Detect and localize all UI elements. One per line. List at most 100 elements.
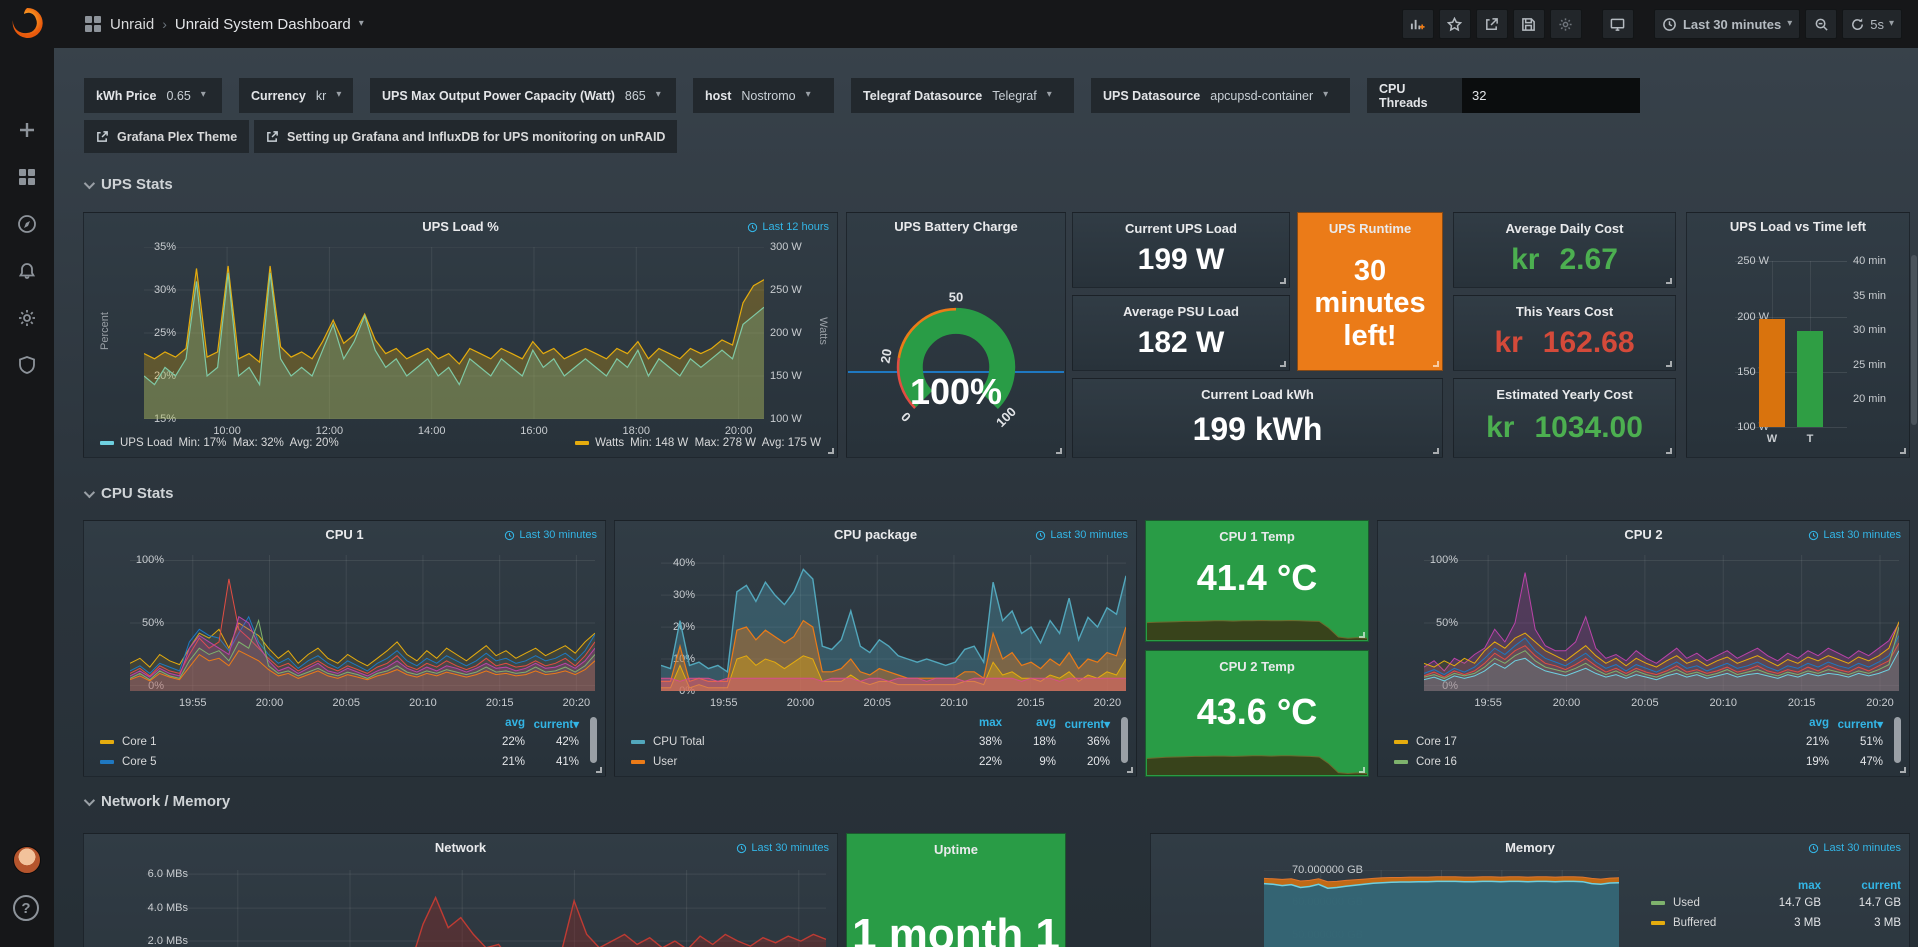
panel-time-range[interactable]: Last 30 minutes xyxy=(1808,529,1901,541)
resize-handle[interactable] xyxy=(1666,278,1672,284)
zoom-out-button[interactable] xyxy=(1805,9,1837,39)
variable-telegraf-datasource[interactable]: Telegraf Datasource Telegraf ▾ xyxy=(851,78,1074,113)
caret-down-icon: ▾ xyxy=(1047,89,1052,100)
grafana-logo-icon[interactable] xyxy=(10,6,44,40)
resize-handle[interactable] xyxy=(1359,767,1365,773)
resize-handle[interactable] xyxy=(1666,448,1672,454)
server-admin-shield-icon[interactable] xyxy=(0,348,54,382)
resize-handle[interactable] xyxy=(1666,361,1672,367)
clock-icon xyxy=(504,530,515,541)
resize-handle[interactable] xyxy=(596,767,602,773)
y-axis-left: 250 W200 W150 W100 W xyxy=(1689,261,1729,427)
variable-ups-max-output[interactable]: UPS Max Output Power Capacity (Watt) 865… xyxy=(370,78,676,113)
panel-title[interactable]: Memory xyxy=(1151,840,1909,855)
panel-ups-runtime: UPS Runtime 30 minutes left! xyxy=(1297,212,1443,371)
resize-handle[interactable] xyxy=(1127,767,1133,773)
page-scrollbar[interactable] xyxy=(1911,255,1917,425)
dashboards-icon[interactable] xyxy=(0,160,54,194)
resize-handle[interactable] xyxy=(1359,632,1365,638)
resize-handle[interactable] xyxy=(1900,767,1906,773)
caret-down-icon[interactable]: ▾ xyxy=(359,18,364,29)
stat-value: kr2.67 xyxy=(1454,243,1675,277)
legend-row: CPU Total38%18%36% xyxy=(631,736,1110,748)
add-panel-button[interactable] xyxy=(1402,9,1434,39)
legend-row: Core 1619%47% xyxy=(1394,756,1883,768)
y-axis-left: 100%50%0% xyxy=(88,555,126,691)
caret-down-icon: ▾ xyxy=(1889,18,1894,29)
panel-ups-load-vs-time-left: UPS Load vs Time left 250 W200 W150 W100… xyxy=(1686,212,1910,458)
legend-item[interactable]: UPS LoadMin: 17% Max: 32% Avg: 20% xyxy=(100,437,339,449)
star-button[interactable] xyxy=(1439,9,1471,39)
resize-handle[interactable] xyxy=(828,448,834,454)
cycle-view-monitor-button[interactable] xyxy=(1602,9,1634,39)
refresh-button[interactable]: 5s ▾ xyxy=(1842,9,1902,39)
section-network-memory[interactable]: Network / Memory xyxy=(84,793,230,810)
panel-ups-battery-charge: UPS Battery Charge 02050100 100% xyxy=(846,212,1066,458)
caret-down-icon: ▾ xyxy=(201,89,206,100)
link-grafana-plex-theme[interactable]: Grafana Plex Theme xyxy=(84,120,249,153)
clock-icon xyxy=(747,222,758,233)
panel-time-range[interactable]: Last 12 hours xyxy=(747,221,829,233)
legend: avgcurrent▾ Core 1721%51% Core 1619%47% xyxy=(1394,717,1883,776)
legend-scrollbar[interactable] xyxy=(1894,717,1901,763)
legend-row: User22%9%20% xyxy=(631,756,1110,768)
resize-handle[interactable] xyxy=(1900,448,1906,454)
legend-swatch xyxy=(631,760,645,764)
resize-handle[interactable] xyxy=(1280,361,1286,367)
panel-time-range[interactable]: Last 30 minutes xyxy=(1808,842,1901,854)
time-range-picker[interactable]: Last 30 minutes ▾ xyxy=(1654,9,1800,39)
refresh-interval-label: 5s xyxy=(1870,17,1884,32)
breadcrumb-separator-icon: › xyxy=(162,16,167,32)
clock-icon xyxy=(736,843,747,854)
stat-value: 182 W xyxy=(1073,326,1289,360)
variable-ups-datasource[interactable]: UPS Datasource apcupsd-container ▾ xyxy=(1091,78,1350,113)
clock-icon xyxy=(1808,530,1819,541)
configuration-gear-icon[interactable] xyxy=(0,301,54,335)
top-navbar: Unraid › Unraid System Dashboard ▾ xyxy=(54,0,1918,48)
save-button[interactable] xyxy=(1513,9,1545,39)
panel-time-range[interactable]: Last 30 minutes xyxy=(1035,529,1128,541)
caret-down-icon: ▾ xyxy=(1787,18,1792,29)
cpu1-chart xyxy=(130,555,595,691)
panel-title[interactable]: UPS Battery Charge xyxy=(847,219,1065,234)
settings-gear-button[interactable] xyxy=(1550,9,1582,39)
resize-handle[interactable] xyxy=(1433,361,1439,367)
panel-title[interactable]: UPS Load vs Time left xyxy=(1687,219,1909,234)
share-button[interactable] xyxy=(1476,9,1508,39)
explore-icon[interactable] xyxy=(0,207,54,241)
ups-load-chart xyxy=(144,247,764,419)
panel-memory: Memory Last 30 minutes 70.000000 GB60.00… xyxy=(1150,833,1910,947)
panel-title[interactable]: UPS Load % xyxy=(84,219,837,234)
section-ups-stats[interactable]: UPS Stats xyxy=(84,176,173,193)
panel-time-range[interactable]: Last 30 minutes xyxy=(736,842,829,854)
legend-scrollbar[interactable] xyxy=(590,717,597,763)
legend-item[interactable]: WattsMin: 148 W Max: 278 W Avg: 175 W xyxy=(575,437,821,449)
panel-estimated-yearly-cost: Estimated Yearly Cost kr1034.00 xyxy=(1453,378,1676,458)
variable-kwh-price[interactable]: kWh Price 0.65 ▾ xyxy=(84,78,222,113)
user-avatar[interactable] xyxy=(13,846,41,874)
help-icon[interactable]: ? xyxy=(13,895,39,921)
alerting-bell-icon[interactable] xyxy=(0,254,54,288)
resize-handle[interactable] xyxy=(1056,448,1062,454)
panel-uptime: Uptime 1 month 1 xyxy=(846,833,1066,947)
variable-host[interactable]: host Nostromo ▾ xyxy=(693,78,834,113)
stat-value: 199 kWh xyxy=(1073,411,1442,448)
panel-average-psu-load: Average PSU Load 182 W xyxy=(1072,295,1290,371)
panel-time-range[interactable]: Last 30 minutes xyxy=(504,529,597,541)
cpu-threads-input[interactable] xyxy=(1462,78,1640,113)
dashboard-title[interactable]: Unraid System Dashboard xyxy=(175,16,351,33)
breadcrumb-folder[interactable]: Unraid xyxy=(110,16,154,33)
breadcrumb: Unraid › Unraid System Dashboard ▾ xyxy=(84,15,364,33)
section-cpu-stats[interactable]: CPU Stats xyxy=(84,485,174,502)
legend-swatch xyxy=(575,441,589,445)
navbar-actions: Last 30 minutes ▾ 5s ▾ xyxy=(1402,9,1902,39)
stat-value: kr162.68 xyxy=(1454,326,1675,360)
resize-handle[interactable] xyxy=(1433,448,1439,454)
link-ups-monitoring-guide[interactable]: Setting up Grafana and InfluxDB for UPS … xyxy=(254,120,677,153)
create-icon[interactable] xyxy=(0,113,54,147)
y-axis-left: 35%30%25%20%15% xyxy=(100,247,138,419)
legend-scrollbar[interactable] xyxy=(1121,717,1128,763)
resize-handle[interactable] xyxy=(1280,278,1286,284)
variable-currency[interactable]: Currency kr ▾ xyxy=(239,78,353,113)
panel-title[interactable]: Network xyxy=(84,840,837,855)
